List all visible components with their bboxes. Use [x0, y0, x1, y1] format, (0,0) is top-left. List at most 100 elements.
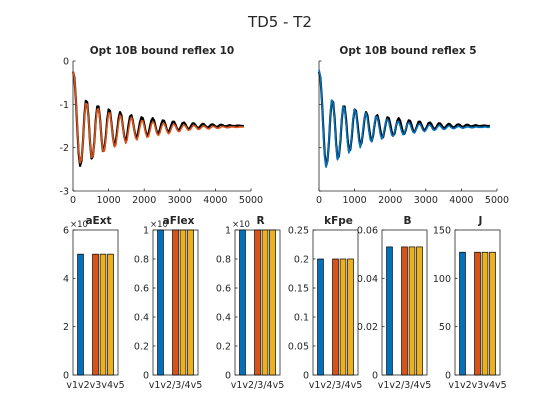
y-tick-label: 0 — [63, 371, 69, 382]
x-tick-label: 5000 — [485, 195, 509, 206]
x-tick-label: 3000 — [168, 195, 192, 206]
subplot-title: kFpe — [324, 215, 353, 227]
y-tick-label: 100 — [433, 274, 451, 285]
subplot-title: aFlex — [163, 215, 195, 227]
x-tick-labels: v1v2/3/4v5 — [149, 380, 203, 391]
bar-v4 — [261, 229, 269, 376]
x-tick-label: 1000 — [343, 195, 367, 206]
y-tick-label: 1 — [143, 226, 149, 237]
bar-v5 — [269, 229, 276, 376]
bar-v3 — [332, 258, 339, 376]
bar-v3 — [92, 253, 99, 376]
y-tick-label: 150 — [433, 226, 451, 237]
series-line-blue — [318, 69, 490, 168]
x-tick-label: 1000 — [97, 195, 121, 206]
x-tick-labels: v1v2/3/4v5 — [378, 380, 432, 391]
y-tick-label: 0 — [63, 57, 69, 68]
exponent-label: ×10 — [232, 220, 250, 230]
x-tick-labels: v1v2/3/4v5 — [309, 380, 363, 391]
bar-plot-3: 0 0.2 0.4 0.6 0.8 1 v1v2/3/4v5 ×10 R — [216, 215, 284, 391]
subplot-title: aExt — [85, 215, 111, 227]
subplot-title: B — [403, 215, 411, 227]
x-tick-labels: v1v2v3v4v5 — [448, 380, 506, 391]
bar-v5 — [107, 253, 114, 376]
subplot-title: Opt 10B bound reflex 10 — [90, 45, 234, 57]
y-tick-label: 0.4 — [134, 313, 149, 324]
y-tick-label: 0 — [143, 371, 149, 382]
bar-plot-4: 0 0.05 0.1 0.15 0.2 0.25 v1v2/3/4v5 kFpe — [288, 215, 362, 391]
bar-v1 — [459, 251, 466, 376]
y-tick-label: 0 — [372, 371, 378, 382]
y-tick-label: 0.8 — [216, 255, 231, 266]
y-tick-label: 0.25 — [288, 226, 309, 237]
x-tick-label: 4000 — [449, 195, 473, 206]
subplot-title: Opt 10B bound reflex 5 — [339, 45, 476, 57]
y-tick-label: 0 — [225, 371, 231, 382]
line-plot-1: 0 1000 2000 3000 4000 5000 0 -1 -2 -3 Opt 10B boun… — [60, 45, 264, 206]
bar-v3 — [172, 229, 179, 376]
y-tick-label: -2 — [60, 143, 69, 154]
y-tick-label: 6 — [63, 226, 69, 237]
y-tick-label: 0.8 — [134, 255, 149, 266]
y-tick-label: 0.2 — [294, 255, 309, 266]
y-tick-label: 0.2 — [134, 342, 149, 353]
x-tick-labels: v1v2/3/4v5 — [231, 380, 285, 391]
y-tick-label: 0.2 — [216, 342, 231, 353]
exponent-label: ×10 — [150, 220, 168, 230]
x-tick-label: 5000 — [239, 195, 263, 206]
x-tick-label: 4000 — [203, 195, 227, 206]
bar-v3 — [254, 229, 261, 376]
y-tick-label: 1 — [225, 226, 231, 237]
bar-plot-5: 0 0.02 0.04 0.06 v1v2/3/4v5 B — [357, 215, 431, 391]
y-tick-label: 0.05 — [288, 342, 309, 353]
bar-v5 — [489, 251, 496, 376]
x-tick-labels: v1v2v3v4v5 — [66, 380, 124, 391]
exponent-label: ×10 — [70, 220, 88, 230]
series-line-orange — [72, 71, 244, 164]
bar-v1 — [77, 253, 84, 376]
x-tick-label: 0 — [70, 195, 76, 206]
y-tick-label: 50 — [439, 322, 451, 333]
bar-v4 — [179, 229, 187, 376]
line-plot-2: 0 1000 2000 3000 4000 5000 Opt 10B bound refle… — [316, 45, 509, 206]
x-tick-label: 3000 — [414, 195, 438, 206]
bar-v4 — [339, 258, 347, 376]
y-tick-label: 4 — [63, 274, 69, 285]
figure-title: TD5 - T2 — [247, 13, 312, 31]
x-tick-label: 2000 — [132, 195, 156, 206]
y-tick-label: 0 — [303, 371, 309, 382]
bar-plot-6: 0 50 100 150 v1v2v3v4v5 J — [433, 215, 507, 391]
y-tick-label: 0.15 — [288, 284, 309, 295]
series-line-black — [317, 71, 490, 167]
bar-v1 — [239, 229, 246, 376]
bar-v3 — [401, 246, 408, 376]
y-tick-label: 0.4 — [216, 313, 231, 324]
bar-v4 — [481, 251, 489, 376]
y-tick-label: 0.06 — [357, 226, 378, 237]
y-tick-label: 0.6 — [216, 284, 231, 295]
subplot-title: R — [256, 215, 264, 227]
bar-v5 — [187, 229, 194, 376]
bar-v3 — [474, 251, 481, 376]
y-tick-label: 0.02 — [357, 322, 378, 333]
bar-v5 — [416, 246, 423, 376]
bar-v1 — [317, 258, 324, 376]
y-tick-label: 0.6 — [134, 284, 149, 295]
y-tick-label: 2 — [63, 322, 69, 333]
series-line-black — [71, 71, 244, 167]
x-tick-label: 2000 — [378, 195, 402, 206]
bar-v5 — [347, 258, 354, 376]
y-tick-label: 0 — [445, 371, 451, 382]
x-tick-label: 0 — [316, 195, 322, 206]
bar-v1 — [386, 246, 393, 376]
bar-v4 — [99, 253, 107, 376]
y-tick-label: 0.04 — [357, 274, 378, 285]
y-tick-label: -3 — [60, 187, 69, 198]
y-tick-label: 0.1 — [294, 313, 309, 324]
bar-v1 — [157, 229, 164, 376]
y-tick-label: -1 — [60, 100, 69, 111]
